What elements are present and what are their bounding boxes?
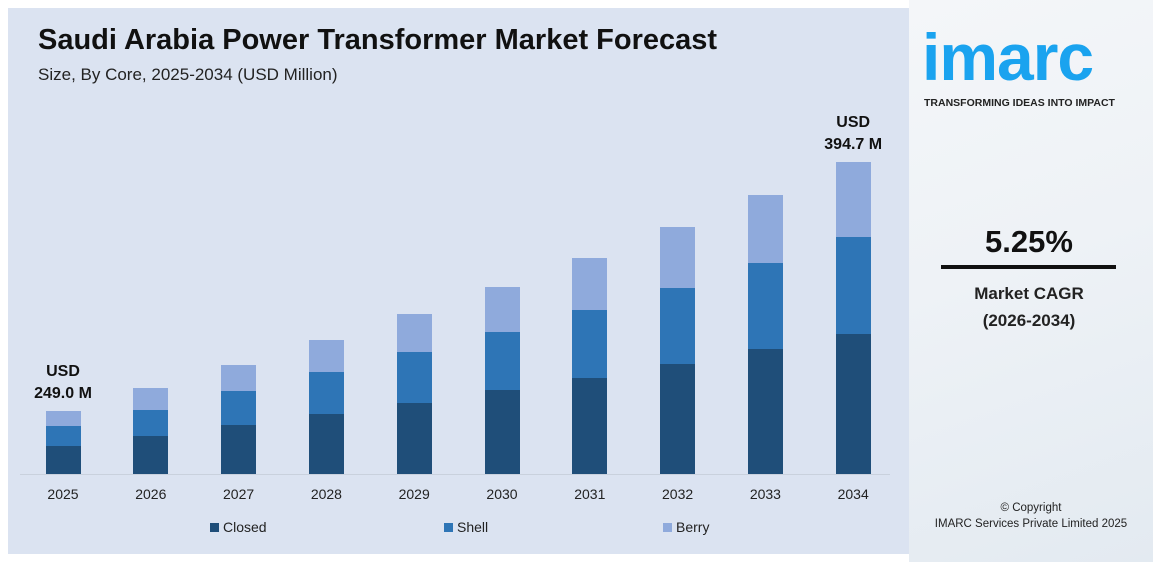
bar-2030-closed [484, 390, 520, 474]
copyright: © Copyright [1000, 502, 1062, 514]
chart-title: Saudi Arabia Power Transformer Market Fo… [38, 24, 718, 56]
x-tick-label: 2026 [135, 486, 167, 502]
bar-2034-shell [835, 237, 871, 335]
legend-swatch [663, 522, 672, 532]
copyright-company: IMARC Services Private Limited 2025 [934, 518, 1128, 530]
x-tick-label: 2033 [749, 486, 781, 502]
legend-swatch [444, 522, 453, 532]
x-axis-line [20, 474, 890, 475]
bar-2027-berry [221, 364, 257, 392]
bar-2027-closed [221, 425, 257, 474]
bar-2030-berry [484, 286, 520, 332]
bar-2033-berry [747, 195, 783, 264]
legend-label: Shell [457, 519, 489, 535]
total-label: USD 394.7 M [798, 112, 908, 156]
total-currency: USD [836, 113, 871, 131]
total-value: 249.0 M [34, 384, 92, 402]
bar-2028-shell [308, 372, 344, 415]
bar-2029-shell [396, 352, 432, 404]
bar-2031-shell [572, 310, 608, 378]
bar-2030-shell [484, 331, 520, 390]
cagr-divider [941, 265, 1116, 269]
bar-2026-closed [133, 435, 169, 474]
bar-2032-closed [660, 364, 696, 474]
bar-2031-closed [572, 377, 608, 474]
legend-berry: Berry [663, 519, 709, 535]
bar-2026-shell [133, 409, 169, 436]
bar-2029-berry [396, 313, 432, 353]
x-tick-label: 2031 [574, 486, 606, 502]
legend-closed: Closed [210, 519, 267, 535]
bar-2027-shell [221, 391, 257, 426]
x-tick-label: 2027 [223, 486, 255, 502]
bar-2028-closed [308, 414, 344, 474]
brand-panel [909, 0, 1153, 562]
x-tick-label: 2028 [310, 486, 342, 502]
chart-subtitle: Size, By Core, 2025-2034 (USD Million) [38, 65, 338, 84]
x-tick-label: 2032 [662, 486, 694, 502]
total-label: USD 249.0 M [8, 361, 118, 405]
legend-swatch [210, 522, 219, 532]
x-tick-label: 2029 [398, 486, 430, 502]
x-tick-label: 2034 [837, 486, 869, 502]
legend-label: Berry [676, 519, 710, 535]
brand-tagline: TRANSFORMING IDEAS INTO IMPACT [924, 97, 1115, 109]
bar-2026-berry [133, 388, 169, 410]
bar-2033-closed [747, 349, 783, 474]
bar-2032-shell [660, 287, 696, 365]
bar-2029-closed [396, 403, 432, 474]
bar-2034-berry [835, 161, 871, 238]
bar-2034-closed [835, 334, 871, 474]
cagr-label: Market CAGR [974, 284, 1084, 303]
legend-label: Closed [223, 519, 267, 535]
total-value: 394.7 M [824, 135, 883, 153]
bar-2025-shell [45, 425, 81, 446]
bar-2025-berry [45, 410, 81, 426]
x-tick-label: 2025 [47, 486, 79, 502]
bar-2033-shell [747, 263, 783, 350]
cagr-value: 5.25% [985, 224, 1073, 259]
imarc-logo: imarc [922, 20, 1094, 94]
total-currency: USD [46, 362, 80, 380]
cagr-period: (2026-2034) [982, 311, 1076, 330]
bar-2032-berry [660, 227, 696, 288]
bar-2025-closed [45, 445, 81, 474]
bar-2031-berry [572, 257, 608, 311]
legend-shell: Shell [444, 519, 488, 535]
bar-2028-berry [308, 340, 344, 373]
x-tick-label: 2030 [486, 486, 518, 502]
